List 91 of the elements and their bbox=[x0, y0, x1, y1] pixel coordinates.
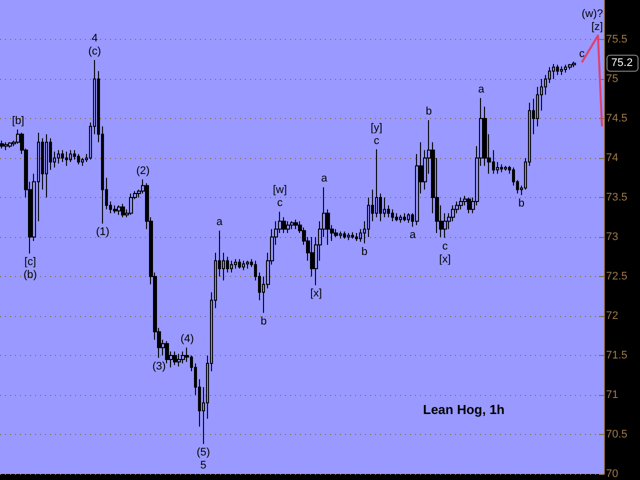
candlestick bbox=[65, 151, 68, 166]
annotation: b bbox=[361, 246, 368, 258]
annotation: a bbox=[478, 83, 486, 96]
candlestick bbox=[77, 154, 80, 165]
annotation: a bbox=[410, 229, 417, 242]
annotation: 4 bbox=[92, 32, 98, 45]
candlestick bbox=[355, 232, 358, 242]
candlestick bbox=[395, 212, 398, 222]
annotation: c bbox=[374, 134, 380, 147]
annotation: c bbox=[579, 48, 586, 60]
y-tick-label: 75 bbox=[606, 73, 618, 85]
candlestick bbox=[129, 193, 133, 216]
candlestick bbox=[173, 351, 177, 366]
y-tick-label: 74 bbox=[606, 152, 618, 164]
candlestick bbox=[165, 340, 169, 364]
candlestick bbox=[459, 197, 463, 210]
candlestick bbox=[552, 63, 555, 80]
candlestick bbox=[177, 353, 181, 368]
candlestick bbox=[8, 142, 12, 148]
annotation: b bbox=[518, 198, 525, 210]
y-tick-label: 71 bbox=[606, 389, 618, 401]
candlestick bbox=[351, 232, 354, 240]
annotation: [x] bbox=[439, 253, 451, 266]
candlestick bbox=[407, 212, 410, 224]
candlestick bbox=[242, 260, 245, 271]
candlestick bbox=[294, 219, 298, 230]
annotation: (5) bbox=[196, 446, 210, 458]
candlestick bbox=[504, 165, 507, 172]
candlestick bbox=[383, 197, 386, 218]
candlestick bbox=[230, 260, 233, 274]
y-tick-label: 72 bbox=[606, 310, 618, 322]
annotation: c bbox=[277, 197, 284, 210]
annotation: (w)? bbox=[582, 8, 603, 20]
candlestick bbox=[568, 63, 572, 70]
candlestick bbox=[375, 148, 378, 218]
candlestick bbox=[572, 61, 576, 68]
candlestick bbox=[61, 150, 64, 162]
annotation: [b] bbox=[12, 115, 24, 128]
candlestick bbox=[238, 258, 241, 270]
annotation: [x] bbox=[310, 288, 322, 300]
y-tick-label: 71.5 bbox=[606, 350, 628, 362]
candlestick bbox=[73, 150, 76, 160]
candlestick bbox=[0, 140, 4, 150]
y-tick-label: 74.5 bbox=[606, 112, 628, 124]
candlestick bbox=[500, 164, 503, 173]
annotation: 5 bbox=[200, 459, 206, 472]
annotation: [z] bbox=[591, 21, 603, 34]
annotation: (4) bbox=[180, 333, 194, 346]
y-tick-label: 70.5 bbox=[606, 428, 628, 440]
annotation: (c) bbox=[88, 46, 102, 58]
text: Lean Hog, 1h bbox=[423, 402, 505, 417]
annotation: 75.2 bbox=[611, 57, 633, 70]
candlestick bbox=[290, 220, 294, 230]
annotation: b bbox=[260, 315, 267, 328]
annotation: (1) bbox=[96, 226, 110, 238]
y-tick-label: 73.5 bbox=[606, 192, 628, 204]
annotation: c bbox=[442, 240, 448, 252]
candlestick bbox=[69, 150, 72, 162]
annotation: a bbox=[216, 216, 224, 228]
candlestick bbox=[181, 351, 185, 364]
annotation: b bbox=[426, 106, 432, 118]
candlestick bbox=[234, 258, 237, 270]
annotation: a bbox=[321, 172, 328, 185]
candlestick bbox=[81, 158, 84, 166]
annotation: [y] bbox=[370, 122, 382, 134]
candlestick bbox=[467, 197, 471, 214]
candlestick bbox=[57, 150, 60, 164]
annotation: [w] bbox=[272, 184, 287, 196]
candlestick bbox=[560, 66, 563, 76]
candlestick bbox=[286, 220, 290, 234]
annotation: (b) bbox=[23, 269, 37, 282]
candlestick bbox=[113, 204, 117, 214]
candlestick bbox=[343, 230, 346, 240]
annotation: [c] bbox=[24, 256, 36, 268]
candlestick bbox=[391, 208, 394, 222]
annotation: (3) bbox=[152, 360, 166, 372]
candlestick bbox=[403, 212, 406, 222]
y-tick-label: 72.5 bbox=[606, 270, 628, 282]
y-tick-label: 73 bbox=[606, 231, 618, 243]
candlestick bbox=[4, 142, 8, 151]
candlestick bbox=[246, 260, 249, 270]
annotation: (2) bbox=[136, 164, 150, 177]
candlestick bbox=[347, 232, 350, 241]
candlestick bbox=[45, 134, 48, 198]
candlestick bbox=[399, 214, 402, 224]
y-tick-label: 75.5 bbox=[606, 34, 628, 46]
candlestick bbox=[556, 64, 559, 76]
candlestick bbox=[334, 228, 338, 238]
candlestick bbox=[121, 203, 125, 218]
y-tick-label: 70 bbox=[606, 468, 618, 480]
candlestick bbox=[117, 204, 121, 216]
